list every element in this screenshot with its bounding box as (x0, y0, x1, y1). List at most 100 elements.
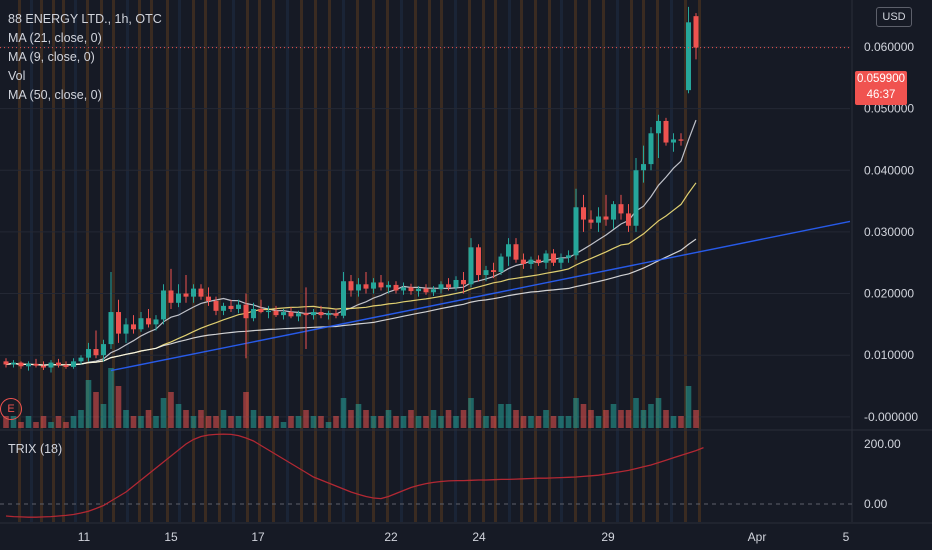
volume-bar (235, 416, 242, 428)
trix-indicator (0, 433, 852, 518)
volume-bar (348, 410, 354, 428)
volume-bar (153, 416, 159, 428)
volume-bar (648, 404, 654, 428)
volume-bar (123, 410, 129, 428)
session-band (192, 0, 195, 522)
session-band (300, 0, 303, 522)
candle-body (116, 312, 121, 334)
candle-body (191, 288, 196, 297)
candle-body (513, 244, 519, 260)
session-band (670, 0, 673, 522)
volume-bar (528, 416, 534, 428)
price-tick-label: 0.060000 (864, 40, 914, 54)
session-band (482, 0, 485, 522)
volume-bar (198, 410, 204, 428)
candle-body (333, 313, 339, 316)
candle-body (183, 293, 189, 297)
symbol-title[interactable]: 88 ENERGY LTD., 1h, OTC (8, 12, 162, 26)
candle-body (693, 16, 699, 48)
volume-bar (265, 416, 272, 428)
time-axis: 11 15 17 22 24 29 Apr 5 (78, 530, 850, 544)
volume-bar (40, 416, 47, 428)
ma9-label[interactable]: MA (9, close, 0) (8, 50, 95, 64)
candle-body (206, 296, 211, 301)
trix-line (5, 433, 704, 518)
candle-body (41, 365, 46, 368)
volume-bar (685, 386, 692, 428)
session-band (218, 0, 221, 522)
volume-bar (558, 416, 564, 428)
price-tick-label: 0.030000 (864, 225, 914, 239)
candle-body (476, 247, 481, 276)
candle-body (153, 319, 159, 325)
trix-tick-label: 0.00 (864, 497, 888, 511)
session-band (698, 0, 701, 522)
candle-body (273, 310, 279, 316)
vol-label[interactable]: Vol (8, 69, 26, 83)
session-band (414, 0, 417, 522)
earnings-marker-icon[interactable]: E (0, 398, 22, 420)
session-band (126, 0, 129, 522)
volume-bar (393, 416, 399, 428)
ma21-label[interactable]: MA (21, close, 0) (8, 31, 102, 45)
candle-body (236, 304, 241, 309)
candle-body (251, 308, 256, 319)
volume-bar (693, 410, 699, 428)
volume-bar (318, 416, 324, 428)
session-band (428, 0, 431, 522)
volume-bar (288, 416, 294, 428)
volume-bar (220, 410, 227, 428)
volume-bar (655, 398, 662, 428)
indicator-legend: 88 ENERGY LTD., 1h, OTC MA (21, close, 0… (8, 10, 162, 105)
candle-body (506, 244, 511, 257)
session-band (150, 0, 153, 522)
session-band (40, 0, 43, 522)
candle-body (18, 362, 24, 367)
volume-bar (273, 416, 279, 428)
session-band (342, 0, 345, 522)
currency-button[interactable]: USD (876, 7, 912, 27)
volume-bar (543, 410, 549, 428)
volume-bar (610, 404, 617, 428)
session-band (166, 0, 169, 522)
volume-bar (340, 398, 347, 428)
volume-bar (670, 416, 677, 428)
time-tick-label: 29 (601, 530, 615, 544)
ma50-label[interactable]: MA (50, close, 0) (8, 88, 102, 102)
volume-bar (55, 416, 62, 428)
session-band (18, 0, 21, 522)
candle-body (176, 293, 181, 303)
session-band (386, 0, 389, 522)
candle-body (86, 349, 91, 358)
candle-body (603, 216, 609, 220)
volume-bar (130, 416, 137, 428)
candle-body (648, 133, 654, 165)
candle-body (243, 304, 249, 319)
volume-bar (70, 416, 77, 428)
session-band (328, 0, 331, 522)
volume-bar (108, 368, 114, 428)
candle-body (3, 361, 9, 365)
volume-bar (183, 410, 189, 428)
volume-bar (513, 410, 519, 428)
candle-body (401, 287, 406, 291)
volume-bar (408, 410, 414, 428)
trix-label[interactable]: TRIX (18) (8, 442, 63, 456)
candle-body (438, 284, 444, 290)
session-band (602, 0, 605, 522)
price-tick-label: 0.010000 (864, 348, 914, 362)
volume-bar (625, 410, 632, 428)
candle-body (491, 270, 496, 272)
candle-body (656, 120, 661, 134)
candle-body (26, 363, 31, 367)
candle-body (33, 363, 39, 366)
session-band (178, 0, 181, 522)
price-tick-label: -0.000000 (864, 410, 918, 424)
volume-bar (468, 398, 474, 428)
candle-body (108, 312, 114, 345)
candle-body (618, 204, 624, 214)
volume-bar (445, 410, 452, 428)
volume-bar (565, 416, 572, 428)
price-tick-label: 0.050000 (864, 102, 914, 116)
